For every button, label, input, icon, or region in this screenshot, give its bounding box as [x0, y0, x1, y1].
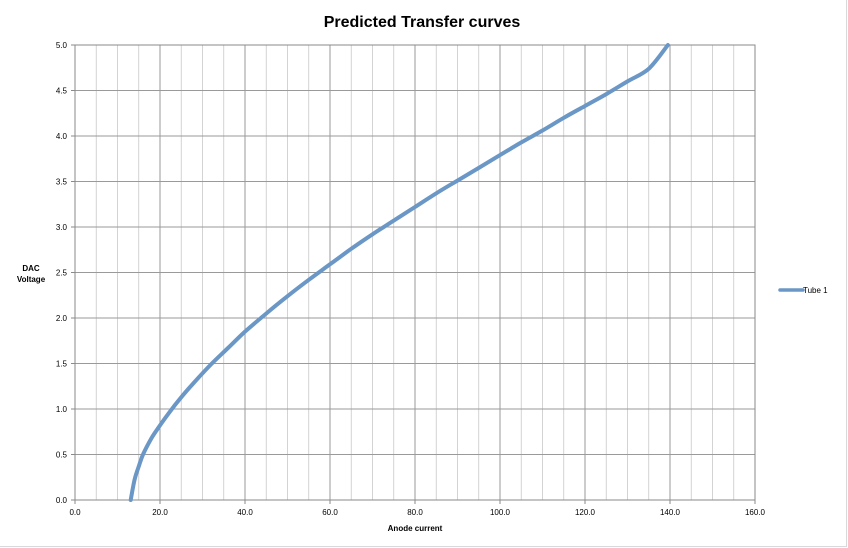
x-tick-label: 40.0	[237, 508, 253, 517]
x-axis-label: Anode current	[388, 524, 443, 533]
y-tick-label: 0.0	[56, 496, 68, 505]
y-tick-label: 1.0	[56, 405, 68, 414]
y-tick-label: 4.0	[56, 132, 68, 141]
y-axis-label-line2: Voltage	[17, 275, 46, 284]
chart-title: Predicted Transfer curves	[324, 14, 521, 31]
y-axis-label-line1: DAC	[22, 264, 40, 273]
x-tick-label: 100.0	[490, 508, 511, 517]
y-tick-label: 3.5	[56, 178, 68, 187]
x-tick-label: 80.0	[407, 508, 423, 517]
y-tick-label: 5.0	[56, 41, 68, 50]
series-layer	[128, 43, 670, 502]
y-tick-label: 2.5	[56, 269, 68, 278]
y-tick-label: 3.0	[56, 223, 68, 232]
y-tick-label: 2.0	[56, 314, 68, 323]
grid	[74, 44, 756, 501]
y-tick-label: 1.5	[56, 360, 68, 369]
x-tick-label: 0.0	[69, 508, 81, 517]
x-tick-label: 120.0	[575, 508, 596, 517]
series-line-tube-1[interactable]	[128, 43, 670, 502]
x-tick-label: 160.0	[745, 508, 766, 517]
legend-label-tube-1: Tube 1	[803, 286, 828, 295]
x-axis-ticks: 0.0 20.0 40.0 60.0 80.0 100.0 120.0 140.0 160.0	[69, 500, 766, 517]
x-tick-label: 20.0	[152, 508, 168, 517]
legend[interactable]: Tube 1	[778, 286, 828, 295]
y-tick-label: 4.5	[56, 87, 68, 96]
x-tick-label: 60.0	[322, 508, 338, 517]
y-axis-ticks: 0.0 0.5 1.0 1.5 2.0 2.5 3.0 3.5 4.0 4.5 5.0	[56, 41, 75, 505]
x-tick-label: 140.0	[660, 508, 681, 517]
y-tick-label: 0.5	[56, 451, 68, 460]
